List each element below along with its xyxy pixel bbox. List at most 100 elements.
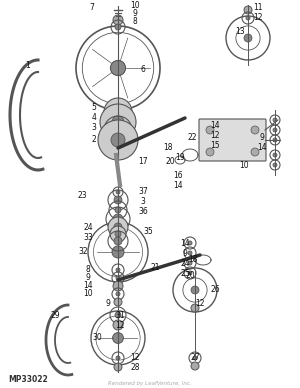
Circle shape — [114, 196, 122, 204]
Text: 2: 2 — [92, 135, 96, 144]
Text: 1: 1 — [26, 61, 30, 69]
Text: 4: 4 — [92, 114, 96, 123]
Text: 13: 13 — [235, 28, 245, 36]
Circle shape — [114, 298, 122, 306]
Circle shape — [273, 118, 277, 122]
Circle shape — [244, 34, 252, 42]
Circle shape — [113, 281, 123, 291]
Text: 20: 20 — [165, 158, 175, 166]
Text: 9: 9 — [183, 248, 188, 258]
Text: 9: 9 — [85, 274, 90, 282]
Text: 9: 9 — [133, 9, 137, 17]
Text: 18: 18 — [163, 144, 173, 152]
Circle shape — [108, 217, 128, 237]
Text: 12: 12 — [115, 320, 125, 329]
Text: 10: 10 — [239, 161, 249, 170]
Text: 24: 24 — [180, 258, 190, 267]
Circle shape — [114, 363, 122, 371]
Text: 28: 28 — [130, 364, 140, 372]
Circle shape — [246, 16, 250, 20]
Circle shape — [113, 125, 123, 135]
Text: 7: 7 — [90, 3, 94, 12]
Circle shape — [273, 163, 277, 167]
Circle shape — [206, 148, 214, 156]
Circle shape — [188, 271, 192, 275]
Text: 14: 14 — [210, 121, 220, 130]
Text: 9: 9 — [260, 133, 264, 142]
FancyBboxPatch shape — [199, 119, 266, 161]
Text: 14: 14 — [173, 180, 183, 189]
Circle shape — [116, 356, 120, 360]
Text: 12: 12 — [195, 300, 205, 308]
Text: 27: 27 — [190, 353, 200, 362]
Text: 29: 29 — [50, 312, 60, 320]
Circle shape — [188, 251, 192, 255]
Text: 16: 16 — [173, 170, 183, 180]
Text: 15: 15 — [210, 142, 220, 151]
Text: 18: 18 — [188, 256, 198, 265]
Text: MP33022: MP33022 — [8, 376, 48, 385]
Circle shape — [116, 292, 120, 296]
Circle shape — [191, 304, 199, 312]
Text: 21: 21 — [150, 263, 160, 272]
Circle shape — [104, 98, 132, 126]
Text: 8: 8 — [133, 17, 137, 26]
Text: 3: 3 — [141, 197, 146, 206]
Circle shape — [244, 6, 252, 14]
Text: 5: 5 — [92, 104, 96, 113]
Text: 12: 12 — [210, 132, 220, 140]
Text: 11: 11 — [253, 3, 263, 12]
Text: 10: 10 — [83, 289, 93, 298]
Circle shape — [114, 237, 122, 245]
Circle shape — [193, 356, 197, 360]
Text: 31: 31 — [115, 312, 125, 320]
Text: 14: 14 — [180, 239, 190, 248]
Circle shape — [188, 241, 192, 245]
Text: 12: 12 — [253, 12, 263, 21]
Circle shape — [251, 126, 259, 134]
Text: 10: 10 — [130, 0, 140, 9]
Circle shape — [273, 138, 277, 142]
Circle shape — [112, 116, 124, 128]
Circle shape — [191, 286, 199, 294]
Text: 22: 22 — [187, 133, 197, 142]
Circle shape — [110, 226, 126, 242]
Text: 25: 25 — [180, 268, 190, 277]
Circle shape — [116, 276, 120, 280]
Text: 6: 6 — [141, 66, 146, 74]
Circle shape — [273, 128, 277, 132]
Text: 37: 37 — [138, 187, 148, 196]
Text: 14: 14 — [257, 144, 267, 152]
Text: 30: 30 — [92, 333, 102, 341]
Circle shape — [113, 107, 123, 117]
Text: 33: 33 — [83, 234, 93, 242]
Circle shape — [251, 148, 259, 156]
Circle shape — [114, 223, 122, 231]
Circle shape — [113, 320, 123, 330]
Text: 17: 17 — [138, 158, 148, 166]
Circle shape — [113, 214, 123, 224]
Text: 23: 23 — [77, 191, 87, 199]
Circle shape — [206, 126, 214, 134]
Circle shape — [98, 120, 138, 160]
Circle shape — [113, 15, 123, 25]
Text: 14: 14 — [83, 282, 93, 291]
Circle shape — [100, 104, 136, 140]
Text: 9: 9 — [106, 298, 110, 308]
Text: 36: 36 — [138, 208, 148, 217]
Text: 24: 24 — [83, 223, 93, 232]
Text: 20: 20 — [185, 270, 195, 279]
Text: 35: 35 — [143, 227, 153, 237]
Text: 32: 32 — [78, 248, 88, 256]
Text: 12: 12 — [130, 353, 140, 362]
Circle shape — [115, 231, 121, 237]
Text: 19: 19 — [175, 154, 185, 163]
Circle shape — [191, 362, 199, 370]
Circle shape — [188, 261, 192, 265]
Circle shape — [115, 207, 121, 213]
Circle shape — [116, 268, 120, 272]
Circle shape — [111, 133, 125, 147]
Circle shape — [273, 153, 277, 157]
Text: Rendered by LeafVenture, Inc.: Rendered by LeafVenture, Inc. — [108, 381, 192, 386]
Circle shape — [112, 333, 123, 343]
